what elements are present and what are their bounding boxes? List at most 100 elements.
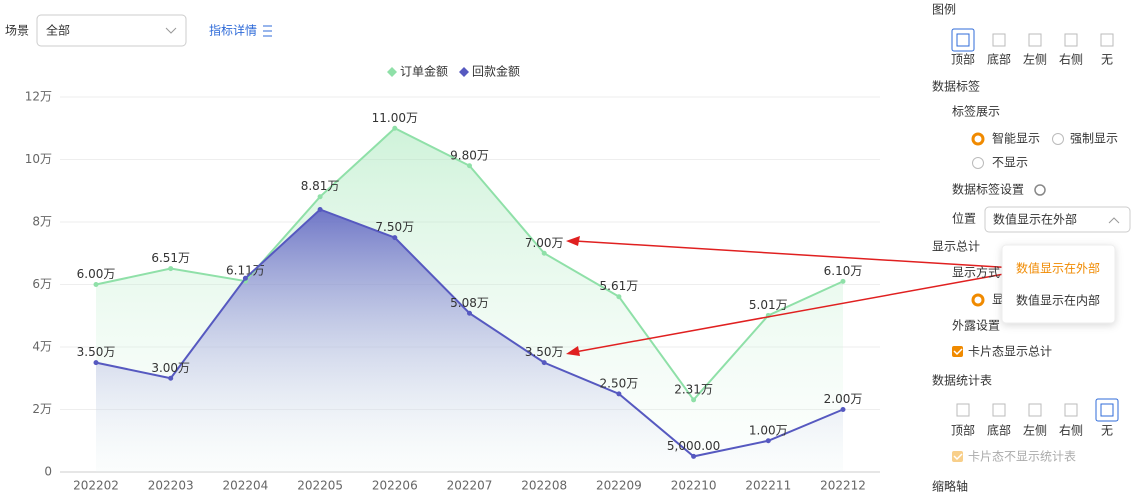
position-select[interactable]	[984, 206, 1131, 233]
scene-value: 全部	[46, 23, 70, 38]
option-icon[interactable]	[1059, 398, 1083, 422]
option-icon[interactable]	[987, 28, 1011, 52]
radio[interactable]	[972, 157, 984, 169]
scene-select[interactable]	[36, 14, 187, 47]
option-glyph	[1028, 403, 1042, 417]
sub-title: 数据标签设置	[952, 182, 1024, 197]
data-label: 3.50万	[77, 345, 116, 359]
data-label: 3.50万	[525, 345, 564, 359]
x-tick-label: 202208	[521, 479, 567, 493]
option-icon[interactable]	[987, 398, 1011, 422]
point	[392, 125, 398, 131]
point	[691, 453, 697, 459]
chevron	[1108, 217, 1120, 224]
arrow	[574, 271, 1016, 353]
radio-label: 智能显示	[992, 131, 1040, 146]
chevron	[165, 27, 177, 34]
checkbox-label: 卡片态显示总计	[968, 345, 1052, 359]
data-label: 11.00万	[372, 111, 418, 125]
radio[interactable]	[1052, 133, 1064, 145]
option-icon[interactable]	[1095, 398, 1119, 422]
dropdown-option[interactable]: 数值显示在内部	[1016, 293, 1100, 308]
data-label: 6.00万	[77, 267, 116, 281]
option-label: 无	[1101, 424, 1113, 438]
point	[93, 282, 99, 287]
arrowhead	[566, 346, 580, 356]
option-label: 底部	[987, 423, 1011, 438]
option-glyph	[1064, 33, 1078, 47]
data-label: 2.00万	[824, 392, 863, 406]
point	[840, 278, 846, 284]
checkbox[interactable]	[952, 451, 963, 462]
field-label: 显示方式	[952, 265, 1000, 280]
chart: 0 2万 4万 6万 8万 10万 12万 202202 202203 202204 202205 2…	[25, 64, 880, 493]
check	[953, 348, 963, 356]
y-tick-label: 6万	[32, 277, 52, 291]
section-title: 数据标签	[932, 79, 980, 94]
data-label: 6.51万	[151, 251, 190, 265]
point	[168, 266, 174, 272]
dropdown	[1001, 244, 1116, 324]
y-tick-label: 12万	[25, 90, 52, 104]
option-icon[interactable]	[1095, 28, 1119, 52]
point	[467, 163, 472, 169]
option-glyph	[1100, 33, 1114, 47]
option-icon[interactable]	[1023, 398, 1047, 422]
data-label: 5.61万	[600, 279, 639, 293]
checkbox[interactable]	[952, 346, 963, 357]
radio-label: 不显示	[992, 156, 1028, 170]
point	[392, 235, 398, 241]
section-title: 缩略轴	[932, 479, 968, 494]
section-title: 显示总计	[932, 240, 980, 254]
option-glyph	[1064, 403, 1078, 417]
point	[168, 375, 174, 381]
data-label: 6.11万	[226, 264, 265, 278]
radio-label: 显	[992, 293, 1004, 307]
option-glyph	[956, 33, 970, 47]
point	[317, 207, 323, 212]
data-label: 7.50万	[375, 220, 414, 234]
option-label: 顶部	[951, 52, 975, 67]
legend-label: 回款金额	[472, 64, 520, 79]
point	[616, 391, 622, 397]
dropdown-option[interactable]: 数值显示在外部	[1016, 261, 1100, 276]
point	[840, 407, 846, 412]
x-tick-label: 202209	[596, 479, 642, 493]
option-glyph	[956, 403, 970, 417]
point	[616, 294, 622, 300]
x-tick-label: 202205	[297, 479, 343, 493]
settings-panel: 图例 数据标签 标签展示 智能显示 强制显示 不显示 数据标签设置 位置 数值显…	[932, 3, 1131, 494]
legend-label: 订单金额	[400, 64, 448, 79]
option-icon[interactable]	[1059, 28, 1083, 52]
data-label: 9.80万	[450, 148, 489, 162]
x-tick-label: 202206	[372, 479, 418, 493]
y-tick-label: 0	[44, 465, 52, 479]
point	[467, 310, 472, 316]
gear-icon[interactable]	[1034, 184, 1046, 196]
y-tick-label: 4万	[32, 340, 52, 354]
option-icon[interactable]	[1023, 28, 1047, 52]
position-value: 数值显示在外部	[993, 212, 1077, 227]
legend-marker	[459, 67, 469, 77]
x-tick-label: 202202	[73, 479, 119, 493]
x-tick-label: 202204	[222, 479, 268, 493]
section-title: 图例	[932, 3, 956, 17]
data-label: 6.10万	[824, 264, 863, 278]
sub-title: 标签展示	[952, 104, 1000, 119]
radio[interactable]	[971, 132, 985, 146]
field-label: 位置	[952, 211, 976, 226]
option-icon[interactable]	[951, 398, 975, 422]
section-title: 数据统计表	[932, 373, 992, 388]
checkbox-label: 卡片态不显示统计表	[968, 450, 1076, 464]
metric-link[interactable]: 指标详情	[209, 23, 257, 38]
check	[953, 453, 963, 461]
radio[interactable]	[971, 293, 985, 307]
radio-label: 强制显示	[1070, 132, 1118, 146]
option-label: 左侧	[1023, 423, 1047, 438]
point	[541, 250, 547, 256]
option-icon[interactable]	[951, 28, 975, 52]
data-label: 8.81万	[301, 179, 340, 193]
option-label: 无	[1101, 53, 1113, 67]
x-tick-label: 202207	[447, 479, 493, 493]
